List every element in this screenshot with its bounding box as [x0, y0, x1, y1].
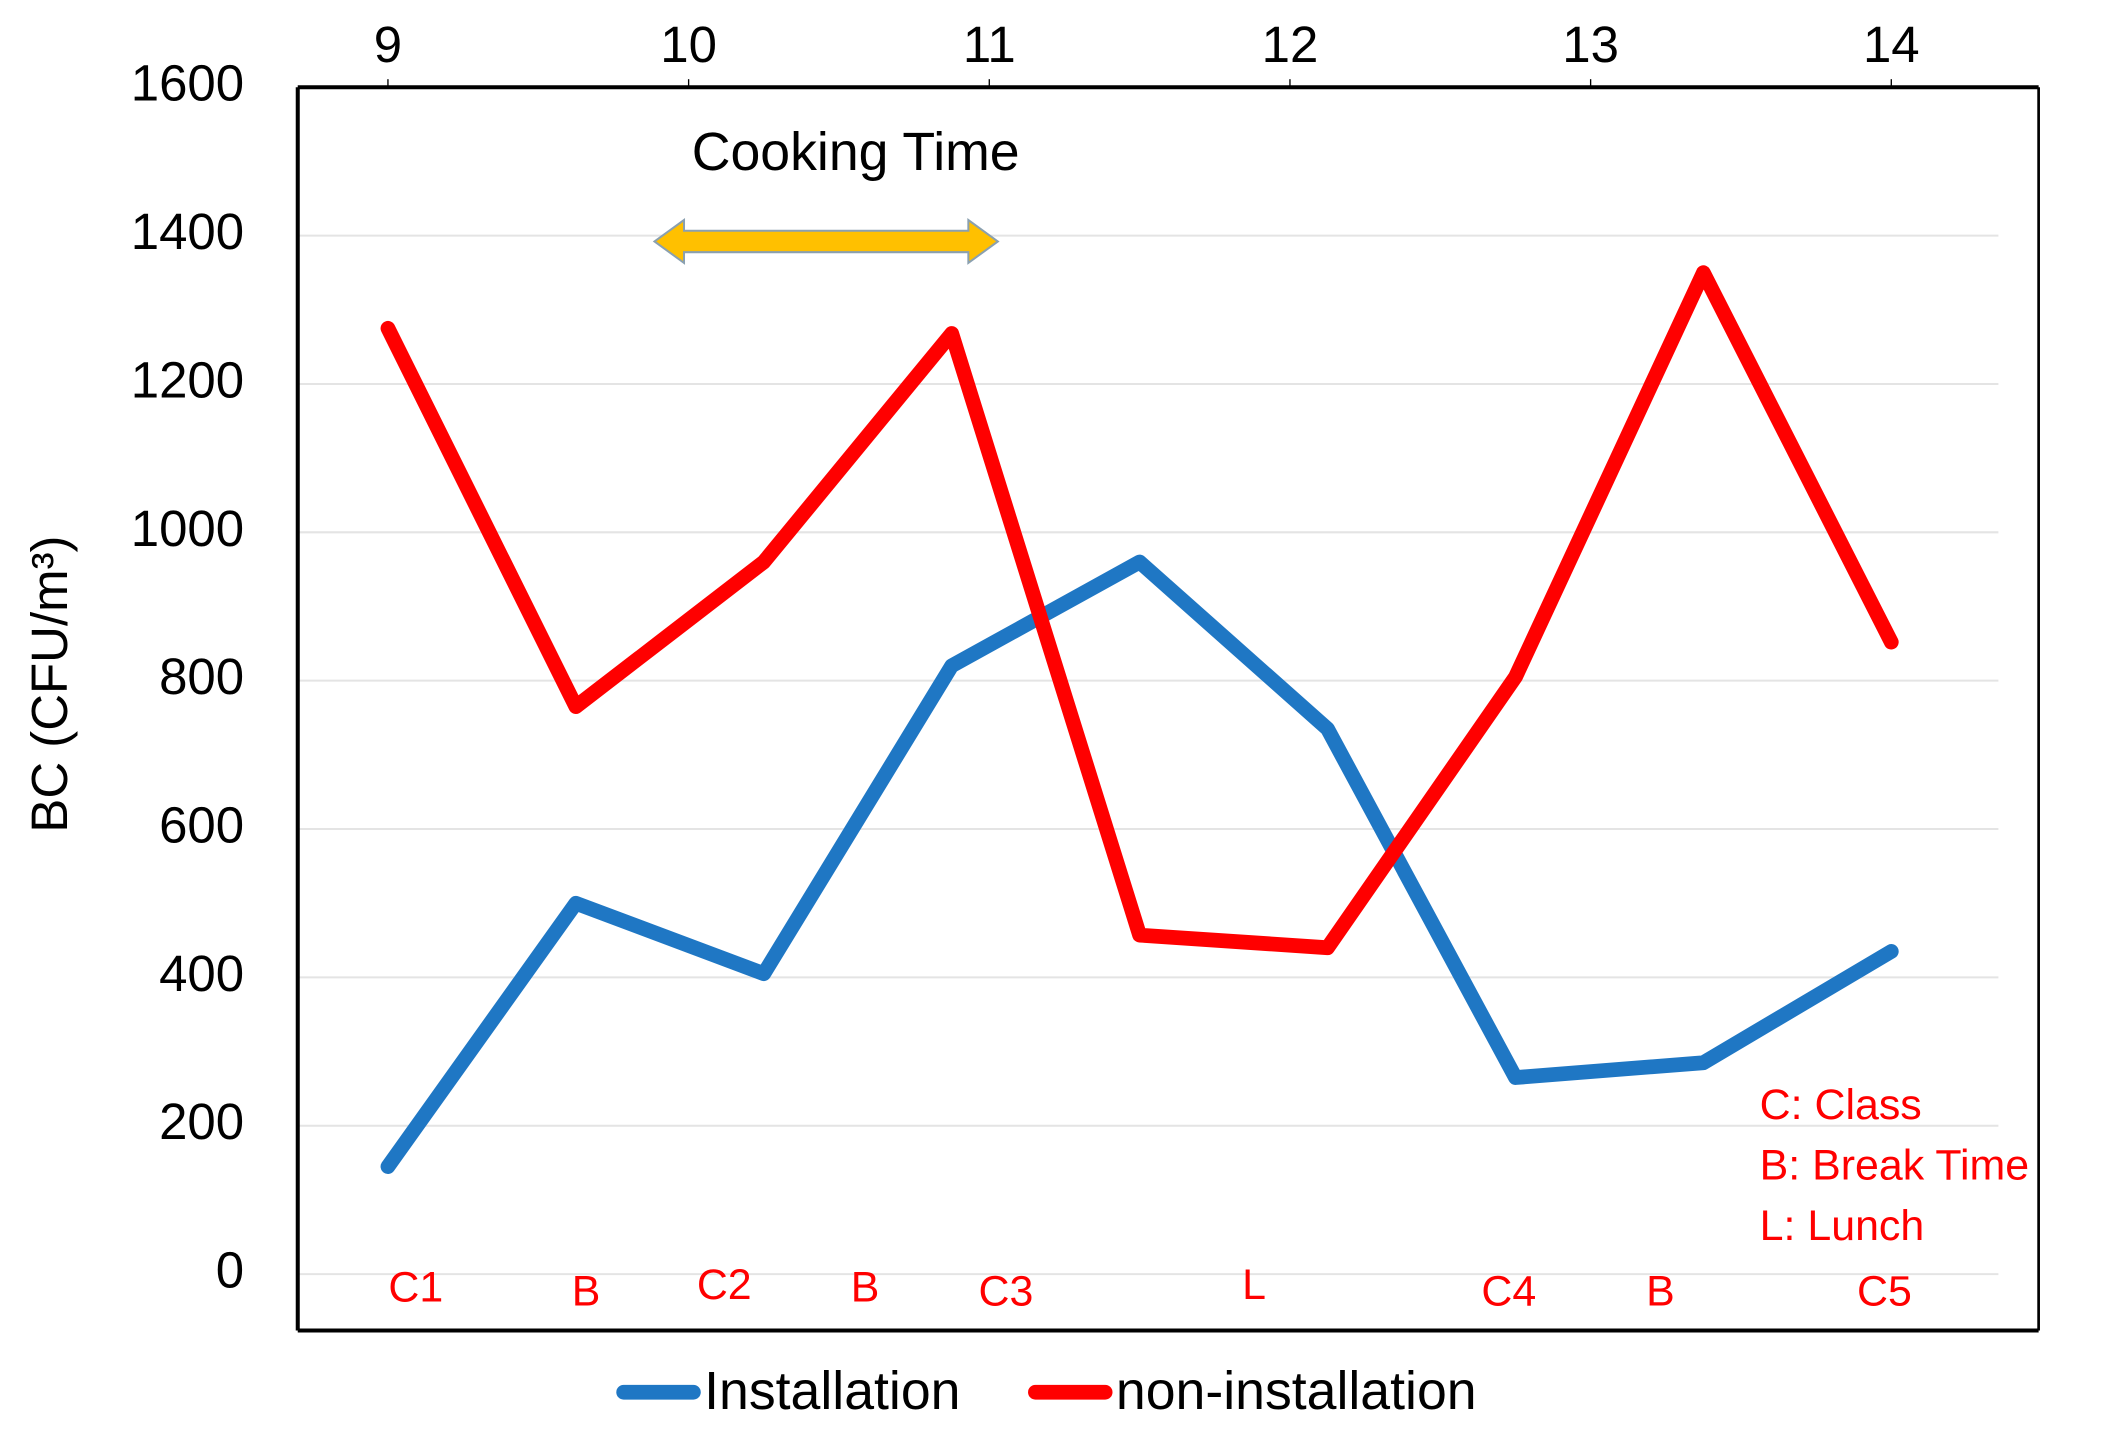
series-line [380, 554, 1899, 1174]
x-tick-label: 11 [963, 16, 1016, 73]
grid [297, 86, 1999, 1276]
y-tick-label: 1000 [131, 500, 244, 557]
y-tick-label: 200 [159, 1093, 244, 1150]
legend-label: non-installation [1116, 1361, 1477, 1421]
y-tick-label: 1400 [131, 203, 244, 260]
lines [380, 265, 1899, 1174]
legend-label: Installation [704, 1361, 960, 1421]
y-tick-label: 400 [159, 945, 244, 1002]
cooking-arrow [652, 218, 1000, 265]
y-tick-label: 0 [216, 1242, 244, 1299]
cooking-label: Cooking Time [692, 122, 1020, 182]
y-axis-label: BC (CFU/m³) [21, 535, 78, 832]
x-tick-label: 10 [660, 16, 717, 73]
x-tick-label: 14 [1863, 16, 1920, 73]
y-tick-label: 1600 [131, 55, 244, 112]
period-label: C4 [1481, 1268, 1536, 1316]
key-text: B: Break Time [1760, 1142, 2029, 1190]
period-label: B [1646, 1268, 1675, 1316]
series-line [380, 265, 1899, 956]
period-label: C1 [388, 1264, 443, 1312]
y-tick-label: 1200 [131, 351, 244, 408]
period-label: B [851, 1264, 880, 1312]
y-tick-label: 600 [159, 797, 244, 854]
period-label: C3 [978, 1268, 1033, 1316]
legend: Installation non-installation [616, 1361, 1477, 1421]
x-tick-label: 9 [374, 16, 402, 73]
period-label: C5 [1857, 1268, 1912, 1316]
period-label: C2 [697, 1261, 752, 1309]
key-text: C: Class [1760, 1081, 1922, 1129]
x-tick-label: 12 [1262, 16, 1319, 73]
y-tick-label: 800 [159, 648, 244, 705]
key-text: L: Lunch [1760, 1202, 1925, 1250]
annotations: C1 B C2 B C3 L C4 B C5 C: Class B: Break Time L: Lu… [388, 1081, 2029, 1315]
period-label: L [1242, 1261, 1266, 1309]
x-tick-label: 13 [1562, 16, 1619, 73]
period-label: B [572, 1268, 601, 1316]
